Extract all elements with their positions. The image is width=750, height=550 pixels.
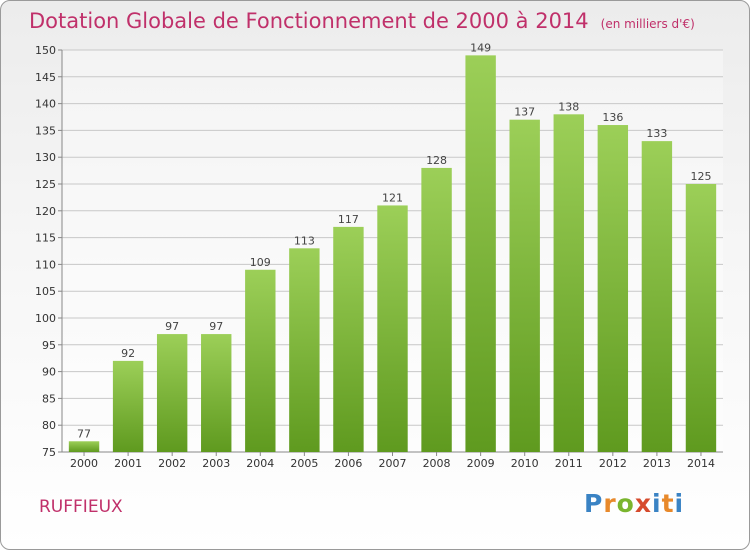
value-label: 137 [514, 106, 535, 119]
y-tick-label: 100 [35, 312, 56, 325]
bar-2000 [68, 441, 100, 452]
commune-name: RUFFIEUX [39, 497, 123, 517]
bar-2012 [597, 125, 629, 452]
y-tick-label: 105 [35, 285, 56, 298]
y-tick-label: 150 [35, 44, 56, 57]
y-tick-label: 95 [42, 339, 56, 352]
x-tick-label: 2004 [246, 457, 274, 470]
value-label: 136 [602, 111, 623, 124]
y-tick-label: 130 [35, 151, 56, 164]
x-tick-label: 2010 [511, 457, 539, 470]
proxiti-logo: Proxiti [584, 489, 685, 518]
chart-title: Dotation Globale de Fonctionnement de 20… [29, 9, 695, 33]
x-tick-label: 2001 [114, 457, 142, 470]
value-label: 149 [470, 41, 491, 54]
bar-2008 [421, 167, 452, 453]
bar-2003 [201, 334, 232, 452]
value-label: 125 [690, 170, 711, 183]
value-label: 109 [250, 256, 271, 269]
y-tick-label: 135 [35, 124, 56, 137]
x-tick-label: 2009 [467, 457, 495, 470]
x-tick-label: 2011 [555, 457, 583, 470]
y-tick-label: 90 [42, 366, 56, 379]
x-tick-label: 2014 [687, 457, 715, 470]
x-tick-label: 2013 [643, 457, 671, 470]
value-label: 117 [338, 213, 359, 226]
y-tick-label: 120 [35, 205, 56, 218]
x-tick-label: 2000 [70, 457, 98, 470]
bar-2011 [553, 114, 584, 452]
y-tick-label: 115 [35, 232, 56, 245]
bar-2014 [685, 184, 717, 452]
bar-2002 [156, 334, 188, 452]
bar-2004 [245, 269, 276, 452]
x-tick-label: 2007 [379, 457, 407, 470]
value-label: 121 [382, 191, 403, 204]
unit-label: (en milliers d'€) [600, 17, 695, 31]
value-label: 133 [646, 127, 667, 140]
y-tick-label: 75 [42, 446, 56, 459]
y-tick-label: 140 [35, 98, 56, 111]
y-tick-label: 110 [35, 258, 56, 271]
value-label: 128 [426, 154, 447, 167]
y-tick-label: 85 [42, 392, 56, 405]
value-label: 97 [209, 320, 223, 333]
y-tick-label: 125 [35, 178, 56, 191]
bar-2010 [509, 119, 540, 453]
x-tick-label: 2002 [158, 457, 186, 470]
bar-2006 [333, 226, 364, 452]
y-tick-label: 145 [35, 71, 56, 84]
value-label: 92 [121, 347, 135, 360]
value-label: 77 [77, 427, 91, 440]
x-tick-label: 2006 [334, 457, 362, 470]
bar-2007 [377, 205, 408, 452]
value-label: 97 [165, 320, 179, 333]
y-tick-label: 80 [42, 419, 56, 432]
bar-2005 [289, 248, 320, 452]
value-label: 113 [294, 234, 315, 247]
x-tick-label: 2012 [599, 457, 627, 470]
x-tick-label: 2008 [423, 457, 451, 470]
value-label: 138 [558, 100, 579, 113]
bar-2013 [641, 141, 673, 452]
x-tick-label: 2003 [202, 457, 230, 470]
bar-2009 [465, 55, 496, 453]
title-text: Dotation Globale de Fonctionnement de 20… [29, 9, 589, 33]
bar-2001 [112, 360, 144, 452]
x-tick-label: 2005 [290, 457, 318, 470]
